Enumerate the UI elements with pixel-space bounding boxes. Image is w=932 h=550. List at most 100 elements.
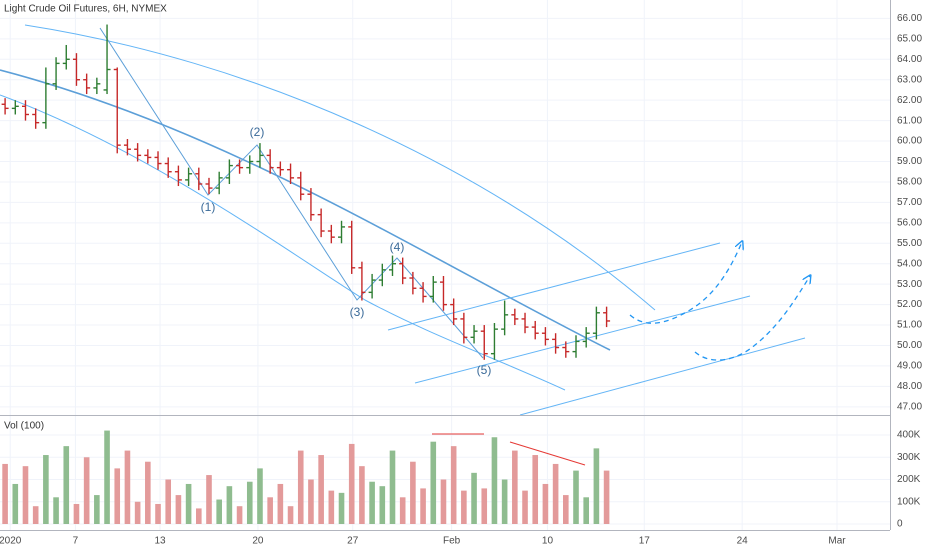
volume-bar	[501, 479, 508, 524]
x-tick-label: 10	[542, 536, 554, 547]
x-tick-label: 20	[252, 536, 264, 547]
x-tick-label: 13	[154, 536, 166, 547]
volume-tick-label: 400K	[897, 430, 921, 441]
y-tick-label: 61.00	[897, 115, 922, 126]
volume-bar	[134, 501, 141, 524]
volume-bar	[277, 483, 284, 524]
volume-bar	[206, 475, 212, 524]
volume-bar	[236, 506, 243, 524]
y-tick-label: 64.00	[897, 54, 922, 65]
volume-bar	[563, 495, 569, 524]
projection-arrow-1	[629, 242, 742, 324]
volume-bar	[420, 488, 426, 524]
volume-bar	[104, 430, 110, 524]
volume-bar	[450, 446, 457, 524]
volume-bar	[491, 437, 498, 524]
y-tick-label: 49.00	[897, 361, 922, 372]
volume-bar	[573, 470, 579, 524]
volume-tick-label: 100K	[897, 496, 921, 507]
x-tick-label: Feb	[443, 536, 461, 547]
volume-bar	[22, 466, 29, 524]
volume-bar	[389, 450, 396, 524]
y-tick-label: 60.00	[897, 136, 922, 147]
volume-bar	[145, 461, 151, 524]
wave-label: (4)	[390, 240, 405, 254]
wave-label: (3)	[350, 305, 365, 319]
volume-bar	[73, 503, 80, 524]
x-tick-label: Mar	[828, 536, 846, 547]
wave-lines	[99, 27, 484, 359]
rising-channel-2	[414, 295, 751, 384]
channel-upper	[24, 24, 656, 311]
grid	[0, 0, 890, 530]
volume-bar	[63, 446, 70, 524]
y-tick-label: 52.00	[897, 299, 922, 310]
y-tick-label: 59.00	[897, 156, 922, 167]
volume-bar	[430, 441, 437, 524]
volume-bar	[481, 488, 488, 524]
volume-tick-label: 0	[897, 519, 903, 530]
volume-bar	[399, 497, 406, 524]
y-tick-label: 47.00	[897, 401, 922, 412]
y-tick-label: 54.00	[897, 258, 922, 269]
wave-label: (5)	[477, 363, 492, 377]
volume-bar	[318, 455, 324, 524]
volume-bar	[155, 503, 161, 524]
y-tick-label: 57.00	[897, 197, 922, 208]
volume-bar	[542, 483, 549, 524]
y-tick-label: 48.00	[897, 381, 922, 392]
x-tick-label: 24	[737, 536, 749, 547]
volume-bar	[53, 497, 59, 524]
volume-bar	[94, 495, 100, 524]
volume-bar	[83, 457, 90, 524]
volume-bar	[185, 483, 192, 524]
y-tick-label: 66.00	[897, 13, 922, 24]
y-tick-label: 55.00	[897, 238, 922, 249]
volume-bar	[532, 455, 539, 524]
volume-bar	[410, 461, 416, 524]
y-tick-label: 63.00	[897, 74, 922, 85]
y-tick-label: 58.00	[897, 177, 922, 188]
y-tick-label: 53.00	[897, 279, 922, 290]
volume-bar	[471, 472, 477, 524]
volume-bar	[379, 486, 386, 524]
wave-label: (2)	[250, 125, 265, 139]
volume-bar	[195, 508, 202, 524]
rising-channel-3	[519, 337, 806, 416]
rising-channel-1	[387, 242, 721, 331]
volume-bar	[369, 481, 375, 524]
volume-bar	[287, 506, 294, 524]
volume-bar	[512, 450, 518, 524]
channel-middle	[0, 69, 611, 351]
y-tick-label: 50.00	[897, 340, 922, 351]
volume-bar	[216, 499, 222, 524]
volume-bar	[583, 497, 589, 524]
volume-bar	[593, 448, 600, 524]
channel-lower	[0, 94, 566, 391]
volume-bar	[2, 463, 8, 524]
volume-bar	[522, 490, 528, 524]
volume-bar	[246, 481, 253, 524]
volume-bar	[175, 495, 182, 524]
y-tick-label: 51.00	[897, 320, 922, 331]
wave-label: (1)	[201, 200, 216, 214]
chart-title: Light Crude Oil Futures, 6H, NYMEX	[4, 4, 167, 15]
volume-bar	[12, 483, 19, 524]
volume-trend-2	[509, 441, 586, 466]
y-tick-label: 65.00	[897, 33, 922, 44]
volume-bar	[43, 455, 49, 524]
volume-bar	[257, 468, 263, 524]
volume-tick-label: 300K	[897, 452, 921, 463]
volume-bar	[348, 443, 355, 524]
x-tick-label: 27	[347, 536, 359, 547]
volume-bar	[440, 479, 447, 524]
volume-bar	[338, 492, 345, 524]
volume-bar	[267, 497, 273, 524]
projection-arrow-2	[694, 276, 810, 361]
volume-bar	[114, 468, 121, 524]
volume-bar	[226, 486, 233, 524]
x-tick-label: 7	[73, 536, 79, 547]
y-tick-label: 62.00	[897, 95, 922, 106]
volume-bar	[328, 490, 335, 524]
